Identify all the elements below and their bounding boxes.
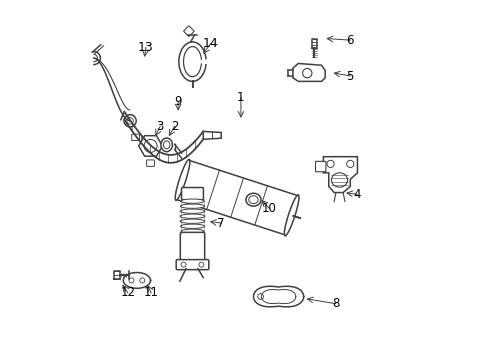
Ellipse shape (248, 196, 258, 204)
FancyBboxPatch shape (315, 161, 325, 172)
Ellipse shape (180, 209, 204, 213)
Polygon shape (176, 160, 298, 235)
Polygon shape (292, 63, 325, 81)
Text: 6: 6 (346, 33, 353, 47)
FancyBboxPatch shape (176, 260, 208, 270)
FancyBboxPatch shape (181, 188, 203, 200)
Circle shape (181, 262, 185, 267)
Ellipse shape (180, 204, 204, 208)
Circle shape (302, 68, 311, 78)
Text: 1: 1 (237, 91, 244, 104)
Ellipse shape (163, 141, 169, 149)
Polygon shape (183, 26, 194, 37)
Polygon shape (139, 136, 162, 156)
FancyBboxPatch shape (180, 232, 204, 262)
Text: 14: 14 (202, 37, 218, 50)
Text: 13: 13 (138, 41, 153, 54)
Ellipse shape (161, 138, 172, 152)
Ellipse shape (331, 173, 347, 187)
Ellipse shape (180, 219, 204, 223)
Ellipse shape (180, 224, 204, 228)
Circle shape (257, 294, 263, 300)
Ellipse shape (181, 199, 203, 203)
Polygon shape (323, 157, 357, 193)
Circle shape (199, 262, 203, 267)
Text: 10: 10 (262, 202, 277, 215)
Ellipse shape (245, 193, 261, 206)
Polygon shape (203, 131, 221, 139)
FancyBboxPatch shape (146, 160, 154, 166)
Text: 2: 2 (170, 120, 178, 133)
Text: 11: 11 (143, 287, 159, 300)
FancyBboxPatch shape (131, 134, 139, 140)
Circle shape (126, 118, 133, 124)
Text: 3: 3 (156, 120, 163, 133)
Ellipse shape (181, 229, 203, 233)
Circle shape (124, 115, 136, 127)
Text: 8: 8 (331, 297, 339, 310)
Circle shape (129, 278, 134, 283)
Ellipse shape (180, 214, 204, 219)
Circle shape (144, 139, 157, 152)
Circle shape (140, 278, 144, 283)
Circle shape (346, 160, 353, 167)
Text: 12: 12 (120, 287, 135, 300)
Text: 4: 4 (353, 188, 361, 201)
Ellipse shape (284, 195, 298, 236)
Text: 7: 7 (217, 216, 224, 230)
Text: 9: 9 (174, 95, 182, 108)
Ellipse shape (175, 159, 189, 201)
Text: 5: 5 (346, 69, 353, 82)
Circle shape (326, 160, 333, 167)
